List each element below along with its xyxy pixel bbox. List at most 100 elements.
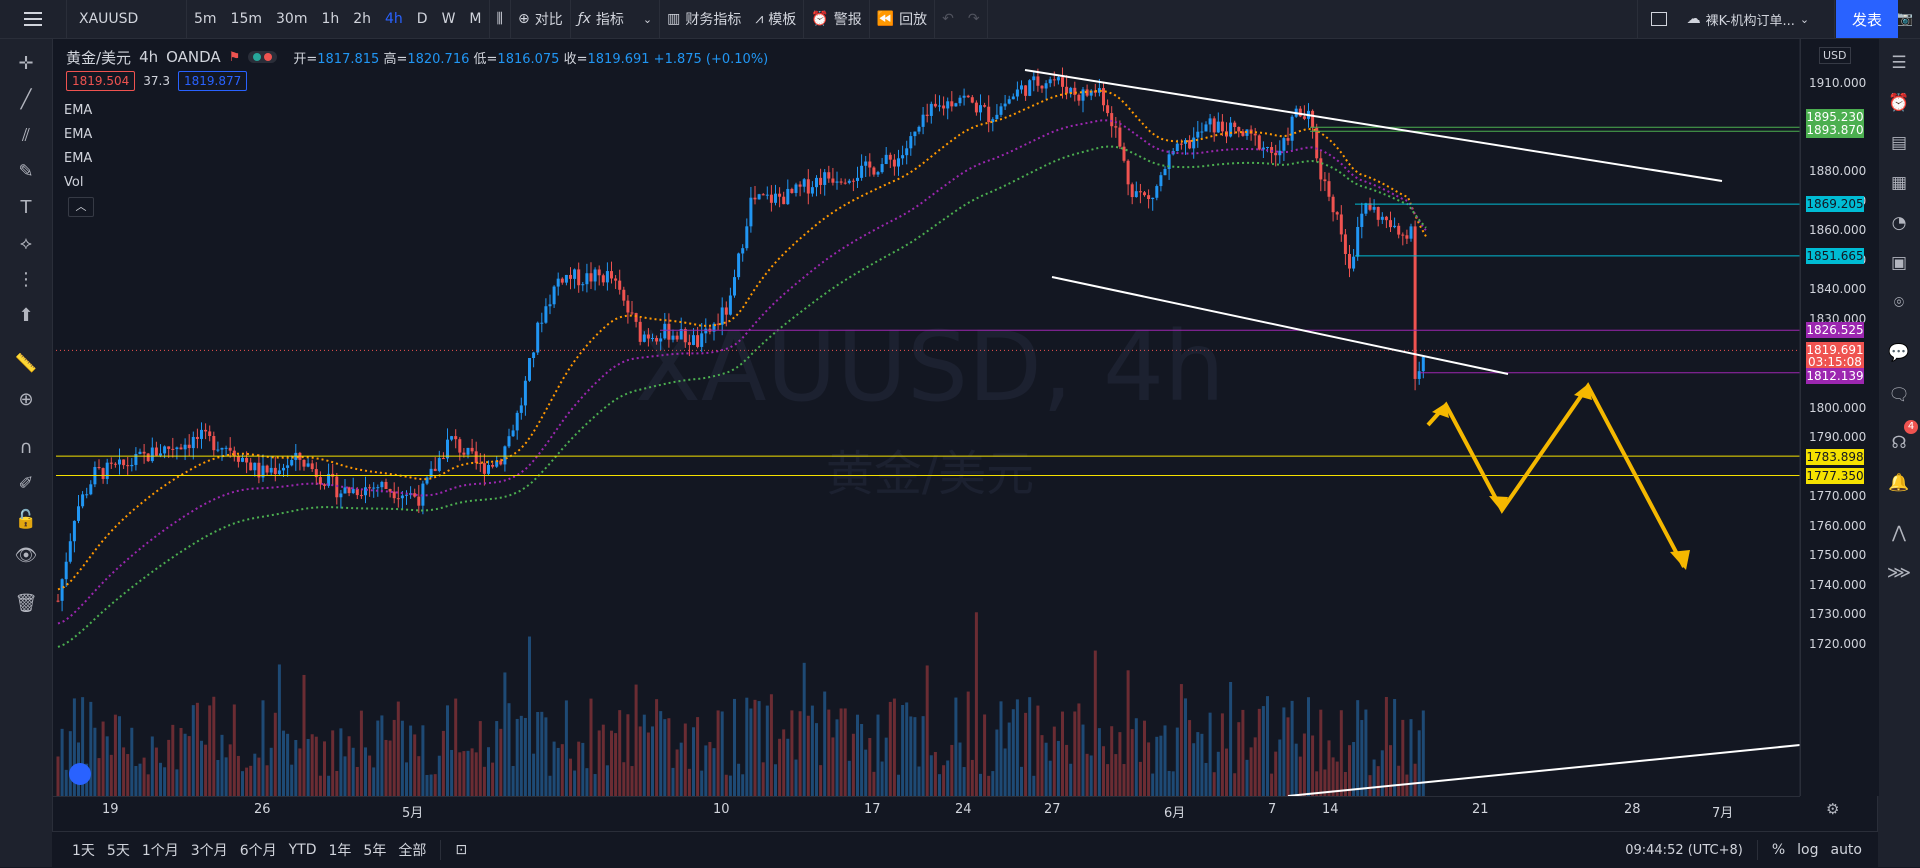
dom-icon[interactable]: ⋙ [1886, 563, 1912, 583]
templates-button[interactable]: ⩘ 模板 [748, 0, 803, 38]
interval-4h[interactable]: 4h [385, 11, 403, 27]
range-5d[interactable]: 5天 [106, 843, 130, 859]
candle-body [257, 462, 261, 478]
volume-bar [872, 771, 876, 796]
horizontal-levels [56, 126, 1800, 477]
alert-button[interactable]: ⏰ 警报 [804, 0, 868, 38]
candle-body [323, 484, 326, 486]
square-icon [1650, 12, 1667, 26]
crosshair-icon[interactable]: ✛ [18, 52, 34, 74]
volume-bar [938, 774, 941, 796]
chat-icon[interactable]: 💬 [1888, 343, 1910, 363]
time-axis[interactable] [52, 796, 1800, 831]
candle-body [72, 520, 76, 542]
magnet-icon[interactable]: ∩ [19, 436, 33, 458]
fullscreen-layout-button[interactable] [1638, 0, 1680, 38]
news-icon[interactable]: ▤ [1890, 133, 1908, 153]
calendar-icon[interactable]: ▣ [1890, 253, 1908, 273]
interval-1h[interactable]: 1h [321, 11, 340, 27]
price-label: 1851.665 [1806, 248, 1864, 264]
candle-body [470, 447, 474, 452]
compare-button[interactable]: ⊕ 对比 [511, 0, 570, 38]
volume-bar [651, 726, 654, 796]
order-panel-icon[interactable]: ⋀ [1892, 523, 1906, 543]
interval-2h[interactable]: 2h [353, 11, 372, 27]
stay-drawing-icon[interactable]: ✐ [18, 472, 34, 494]
interval-m[interactable]: M [469, 11, 482, 27]
forecast-icon[interactable]: ⋮ [17, 268, 35, 290]
range-1y[interactable]: 1年 [328, 843, 352, 859]
sell-price[interactable]: 1819.504 [66, 71, 136, 91]
auto-toggle[interactable]: auto [1830, 842, 1862, 858]
brush-icon[interactable]: ✎ [18, 160, 34, 182]
flag-icon[interactable]: ⚑ [228, 49, 241, 65]
text-tool-icon[interactable]: T [20, 196, 32, 218]
eye-icon[interactable]: 👁 [14, 544, 38, 566]
chart-style-button[interactable]: ⫼ [490, 0, 510, 38]
ruler-icon[interactable]: 📏 [14, 352, 38, 374]
trend-line-icon[interactable]: ╱ [20, 88, 32, 110]
interval-5m[interactable]: 5m [194, 11, 217, 27]
pitchfork-icon[interactable]: ⫽ [21, 124, 31, 146]
undo-button[interactable]: ↶ [935, 0, 961, 38]
indicator-vol[interactable]: Vol [64, 175, 84, 190]
range-5y[interactable]: 5年 [363, 843, 387, 859]
log-toggle[interactable]: log [1797, 842, 1819, 858]
watchlist-icon[interactable]: ☰ [1891, 53, 1907, 73]
indicator-ema-2[interactable]: EMA [64, 127, 93, 142]
candle-body [499, 460, 503, 465]
axis-settings-icon[interactable]: ⚙ [1826, 800, 1840, 818]
range-1d[interactable]: 1天 [72, 843, 95, 859]
interval-d[interactable]: D [416, 11, 428, 27]
interval-w[interactable]: W [441, 11, 456, 27]
symbol-search[interactable]: XAUUSD [79, 11, 139, 27]
legend-symbol-name[interactable]: 黄金/美元 [66, 48, 132, 67]
bell-icon[interactable]: 🔔 [1888, 473, 1910, 493]
messages-icon[interactable]: 🗨 [1888, 385, 1910, 405]
indicator-ema-3[interactable]: EMA [64, 151, 93, 166]
data-window-icon[interactable]: ▦ [1890, 173, 1908, 193]
buy-price[interactable]: 1819.877 [177, 71, 248, 91]
market-status-toggle[interactable] [248, 51, 278, 63]
price-tick: 1730.000 [1809, 607, 1867, 622]
collapse-legend-button[interactable]: ︿ [68, 197, 94, 217]
candle-body [1192, 137, 1196, 149]
volume-bar [515, 718, 519, 796]
range-1m[interactable]: 1个月 [141, 843, 179, 859]
ideas-icon[interactable]: ⌾ [1893, 293, 1905, 313]
range-all[interactable]: 全部 [398, 843, 427, 859]
replay-button[interactable]: ⏪ 回放 [870, 0, 934, 38]
financials-button[interactable]: ▥ 财务指标 [660, 0, 748, 38]
trash-icon[interactable]: 🗑 [14, 592, 38, 614]
redo-button[interactable]: ↷ [961, 0, 987, 38]
layout-select[interactable]: ☁ 裸K-机构订单... ⌄ [1680, 0, 1834, 38]
interval-30m[interactable]: 30m [276, 11, 308, 27]
alarm-clock-icon[interactable]: ⏰ [1888, 93, 1910, 113]
candle-body [876, 172, 880, 175]
range-3m[interactable]: 3个月 [190, 843, 228, 859]
volume-bar [733, 698, 736, 796]
zoom-in-icon[interactable]: ⊕ [18, 388, 34, 410]
clock-timezone[interactable]: 09:44:52 (UTC+8) [1625, 842, 1743, 858]
volume-bar [351, 747, 355, 796]
interval-15m[interactable]: 15m [230, 11, 262, 27]
range-ytd[interactable]: YTD [288, 842, 317, 858]
indicator-ema-1[interactable]: EMA [64, 103, 93, 118]
percent-toggle[interactable]: % [1771, 842, 1786, 858]
arrow-up-icon[interactable]: ⬆ [18, 304, 34, 326]
hotlist-icon[interactable]: ◔ [1891, 213, 1907, 233]
price-tick: 1760.000 [1809, 518, 1867, 533]
layout-name: 裸K-机构订单... [1705, 13, 1795, 29]
lock-icon[interactable]: 🔓 [14, 508, 38, 530]
pattern-icon[interactable]: ⟡ [20, 232, 32, 254]
volume-bar [269, 747, 273, 796]
menu-icon[interactable] [0, 0, 66, 38]
snapshot-button[interactable]: 📷 [1889, 0, 1920, 38]
streams-icon[interactable]: ☊ [1891, 433, 1907, 453]
goto-date-icon[interactable]: ⊡ [455, 842, 468, 858]
range-6m[interactable]: 6个月 [239, 843, 277, 859]
price-scale[interactable]: USD 1910.0001880.0001870.0001860.0001850… [1800, 39, 1879, 796]
indicators-button[interactable]: ƒx 指标 ⌄ [571, 0, 659, 38]
publish-button[interactable]: 发表 [1836, 0, 1898, 38]
